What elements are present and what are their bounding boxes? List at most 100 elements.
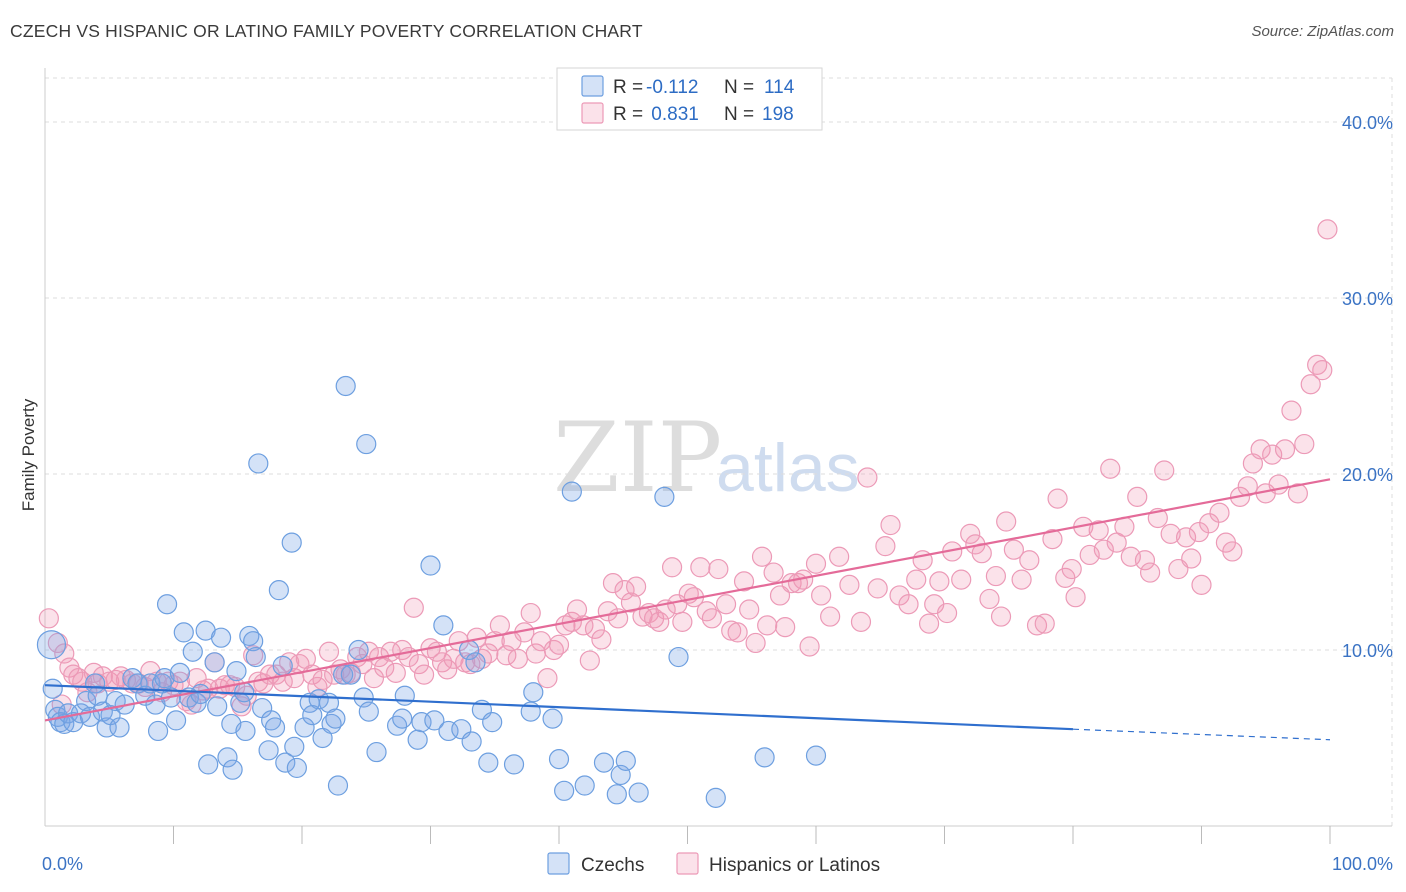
bottom-legend-czechs: Czechs bbox=[581, 855, 644, 876]
hispanic-point bbox=[661, 557, 683, 578]
czech-trend-line bbox=[44, 684, 1074, 731]
hispanic-point bbox=[875, 536, 896, 557]
hispanic-point bbox=[979, 588, 1000, 610]
hispanic-point bbox=[1034, 613, 1055, 634]
hispanic-point bbox=[733, 571, 755, 592]
hispanic-point bbox=[489, 615, 510, 636]
czech-point bbox=[356, 433, 377, 455]
legend-hisp-n-label: N = bbox=[724, 104, 754, 125]
hispanic-point bbox=[614, 580, 635, 601]
czech-point bbox=[548, 749, 570, 770]
czech-point bbox=[268, 580, 289, 601]
czech-point bbox=[286, 757, 307, 779]
czech-point bbox=[392, 708, 413, 729]
hispanic-point bbox=[1011, 569, 1032, 590]
czech-point bbox=[407, 729, 428, 750]
hispanic-point bbox=[1191, 574, 1212, 595]
hispanic-point bbox=[951, 569, 972, 590]
czech-point bbox=[420, 555, 441, 576]
hispanic-point bbox=[898, 594, 919, 615]
czech-point bbox=[574, 775, 595, 796]
hispanic-point bbox=[1294, 433, 1315, 455]
hispanic-point bbox=[437, 659, 458, 680]
czech-point bbox=[523, 682, 544, 703]
czech-point bbox=[272, 655, 293, 676]
y-tick-label: 20.0% bbox=[1342, 465, 1393, 485]
y-tick-labels: 10.0% 20.0% 30.0% 40.0% bbox=[1342, 113, 1393, 661]
legend-swatch-czechs bbox=[581, 75, 604, 97]
hispanic-point bbox=[408, 653, 430, 675]
hispanic-point bbox=[1160, 523, 1181, 544]
hispanic-point bbox=[1274, 439, 1296, 460]
hispanic-point bbox=[1312, 360, 1333, 381]
hispanic-point bbox=[960, 523, 981, 544]
czech-point bbox=[258, 740, 279, 761]
trend-lines bbox=[44, 478, 1331, 741]
czech-point bbox=[169, 662, 191, 683]
hispanic-point bbox=[38, 608, 59, 629]
hispanic-point bbox=[1003, 539, 1024, 560]
czech-point bbox=[340, 664, 361, 685]
hispanic-point bbox=[1093, 539, 1114, 560]
hispanic-point bbox=[579, 650, 600, 671]
czech-point bbox=[235, 720, 256, 742]
hispanic-point bbox=[880, 514, 901, 536]
czech-point bbox=[478, 752, 499, 773]
hispanic-point bbox=[739, 599, 760, 620]
hispanic-point bbox=[829, 546, 850, 567]
hispanic-point bbox=[1100, 458, 1121, 479]
czech-point bbox=[275, 752, 296, 773]
czech-point bbox=[243, 631, 264, 652]
hispanic-point bbox=[672, 611, 693, 632]
hispanic-point bbox=[520, 602, 541, 624]
czech-point bbox=[154, 668, 175, 689]
czech-point bbox=[204, 652, 225, 673]
hispanic-point bbox=[1281, 400, 1302, 421]
hispanic-point bbox=[1088, 520, 1109, 541]
y-tick-label: 30.0% bbox=[1342, 289, 1393, 309]
czech-point bbox=[366, 741, 387, 763]
czech-point bbox=[190, 683, 211, 705]
czech-point bbox=[433, 615, 454, 636]
legend-hisp-r-label: R = bbox=[613, 104, 643, 125]
bottom-legend-swatch-czechs bbox=[547, 852, 570, 875]
hispanic-point bbox=[708, 558, 729, 580]
czech-point bbox=[222, 759, 243, 780]
y-axis-label: Family Poverty bbox=[19, 398, 38, 511]
y-tick-label: 40.0% bbox=[1342, 113, 1393, 133]
hispanic-point bbox=[537, 668, 558, 689]
hispanic-point bbox=[918, 613, 940, 634]
legend: R = -0.112 N = 114 R = 0.831 N = 198 bbox=[556, 67, 823, 131]
czech-point bbox=[348, 639, 369, 661]
legend-czech-n-value: 114 bbox=[764, 77, 795, 98]
czech-point bbox=[411, 712, 432, 733]
hispanic-point bbox=[363, 668, 385, 689]
hispanic-point bbox=[990, 606, 1012, 627]
hispanic-point bbox=[1222, 541, 1243, 562]
chart-title: CZECH VS HISPANIC OR LATINO FAMILY POVER… bbox=[10, 21, 643, 41]
hispanic-point bbox=[850, 611, 872, 632]
czech-trend-extension bbox=[1072, 728, 1331, 741]
legend-swatch-hispanics bbox=[581, 102, 604, 124]
hispanic-point bbox=[318, 641, 340, 662]
czech-point bbox=[226, 661, 247, 682]
y-tick-label: 10.0% bbox=[1342, 641, 1393, 661]
czech-point bbox=[284, 736, 305, 757]
hispanic-point bbox=[620, 592, 642, 613]
hispanic-point bbox=[727, 622, 748, 643]
hispanic-point bbox=[413, 664, 435, 685]
hispanic-point bbox=[279, 652, 300, 673]
hispanic-point bbox=[1262, 444, 1283, 465]
czech-point bbox=[668, 646, 689, 668]
zipatlas-watermark: ZIP atlas bbox=[553, 402, 860, 514]
legend-czech-n-label: N = bbox=[724, 77, 754, 98]
hispanic-point bbox=[625, 576, 647, 597]
czech-point bbox=[248, 453, 269, 474]
hispanic-point bbox=[751, 546, 773, 567]
hispanic-point bbox=[805, 553, 827, 574]
hispanic-trend-line bbox=[44, 478, 1331, 722]
hispanic-point bbox=[591, 629, 612, 650]
hispanic-point bbox=[47, 632, 68, 654]
czech-point bbox=[335, 375, 356, 397]
hispanic-point bbox=[1188, 521, 1210, 543]
